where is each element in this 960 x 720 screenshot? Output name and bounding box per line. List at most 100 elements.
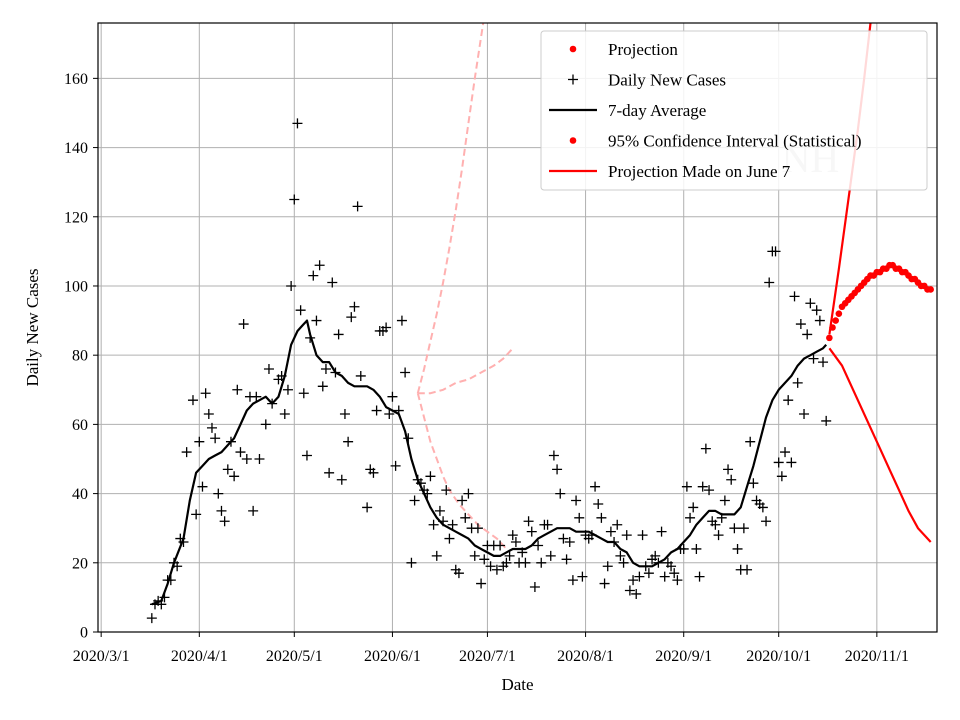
daily-case-marker xyxy=(561,554,572,565)
daily-case-marker xyxy=(542,519,553,530)
x-tick-label: 2020/8/1 xyxy=(557,648,614,665)
daily-case-marker xyxy=(726,474,737,485)
daily-case-marker xyxy=(324,467,335,478)
daily-case-marker xyxy=(672,575,683,586)
daily-case-marker xyxy=(666,561,677,572)
daily-case-marker xyxy=(368,467,379,478)
daily-case-marker xyxy=(618,557,629,568)
daily-case-marker xyxy=(612,519,623,530)
y-tick-label: 100 xyxy=(64,278,88,295)
daily-case-marker xyxy=(545,550,556,561)
daily-case-marker xyxy=(409,495,420,506)
x-axis: 2020/3/1 2020/4/1 2020/5/1 2020/6/1 2020/7/1… xyxy=(73,632,909,665)
daily-case-marker xyxy=(574,512,585,523)
daily-case-marker xyxy=(593,498,604,509)
daily-case-marker xyxy=(780,447,791,458)
daily-case-marker xyxy=(254,453,265,464)
daily-case-marker xyxy=(814,315,825,326)
daily-case-marker xyxy=(286,280,297,291)
legend-marker-plus xyxy=(568,74,578,85)
daily-case-marker xyxy=(381,322,392,333)
legend-label: Projection xyxy=(608,40,678,59)
daily-case-marker xyxy=(441,485,452,496)
daily-case-marker xyxy=(248,505,259,516)
daily-case-marker xyxy=(637,530,648,541)
daily-case-marker xyxy=(802,329,813,340)
daily-case-marker xyxy=(789,291,800,302)
daily-case-marker xyxy=(301,450,312,461)
daily-case-marker xyxy=(523,516,534,527)
daily-case-marker xyxy=(216,505,227,516)
daily-case-marker xyxy=(704,485,715,496)
daily-case-marker xyxy=(320,364,331,375)
daily-case-marker xyxy=(282,384,293,395)
daily-case-marker xyxy=(187,395,198,406)
daily-case-marker xyxy=(428,519,439,530)
daily-case-marker xyxy=(723,464,734,475)
daily-case-marker xyxy=(453,568,464,579)
daily-case-marker xyxy=(805,298,816,309)
daily-case-marker xyxy=(463,488,474,499)
daily-case-marker xyxy=(732,543,743,554)
daily-case-marker xyxy=(571,495,582,506)
x-tick-label: 2020/6/1 xyxy=(364,648,421,665)
daily-case-marker xyxy=(577,571,588,582)
daily-case-marker xyxy=(555,488,566,499)
daily-case-marker xyxy=(764,277,775,288)
daily-case-marker xyxy=(783,395,794,406)
y-tick-label: 80 xyxy=(72,348,88,365)
daily-case-marker xyxy=(327,277,338,288)
legend-marker-dot xyxy=(569,137,577,144)
legend-marker-dot xyxy=(569,45,577,53)
daily-case-marker xyxy=(792,377,803,388)
y-tick-label: 20 xyxy=(72,555,88,572)
daily-case-marker xyxy=(469,550,480,561)
daily-case-marker xyxy=(507,530,518,541)
daily-case-marker xyxy=(729,523,740,534)
daily-case-marker xyxy=(710,519,721,530)
daily-case-marker xyxy=(811,305,822,316)
daily-case-marker xyxy=(238,319,249,330)
daily-case-marker xyxy=(694,571,705,582)
daily-case-marker xyxy=(333,329,344,340)
daily-case-marker xyxy=(181,447,192,458)
projection-point xyxy=(832,317,839,324)
daily-case-marker xyxy=(279,409,290,420)
daily-case-marker xyxy=(222,464,233,475)
daily-case-marker xyxy=(669,568,680,579)
daily-case-marker xyxy=(339,409,350,420)
daily-case-marker xyxy=(457,495,468,506)
daily-case-marker xyxy=(346,312,357,323)
daily-case-marker xyxy=(210,433,221,444)
daily-case-marker xyxy=(691,543,702,554)
daily-case-marker xyxy=(400,367,411,378)
daily-case-marker xyxy=(742,564,753,575)
daily-case-marker xyxy=(352,201,363,212)
daily-case-marker xyxy=(634,571,645,582)
june7-projection-line xyxy=(417,347,514,395)
daily-case-marker xyxy=(659,571,670,582)
daily-case-marker xyxy=(526,526,537,537)
daily-case-marker xyxy=(643,568,654,579)
y-axis-title: Daily New Cases xyxy=(23,268,42,386)
june7-ci-upper-line xyxy=(416,23,485,394)
daily-case-marker xyxy=(146,613,157,624)
daily-case-marker xyxy=(656,526,667,537)
daily-case-marker xyxy=(628,575,639,586)
daily-case-marker xyxy=(251,391,262,402)
daily-case-marker xyxy=(602,561,613,572)
x-tick-label: 2020/3/1 xyxy=(73,648,130,665)
daily-case-marker xyxy=(460,512,471,523)
x-tick-label: 2020/10/1 xyxy=(746,648,811,665)
daily-case-marker xyxy=(624,585,635,596)
daily-case-marker xyxy=(343,436,354,447)
daily-case-marker xyxy=(799,409,810,420)
daily-case-marker xyxy=(472,523,483,534)
daily-case-marker xyxy=(495,540,506,551)
plot-area xyxy=(146,23,934,624)
daily-case-marker xyxy=(552,464,563,475)
y-tick-label: 40 xyxy=(72,486,88,503)
daily-case-marker xyxy=(298,388,309,399)
daily-case-marker xyxy=(688,502,699,513)
projection-point xyxy=(826,334,833,342)
